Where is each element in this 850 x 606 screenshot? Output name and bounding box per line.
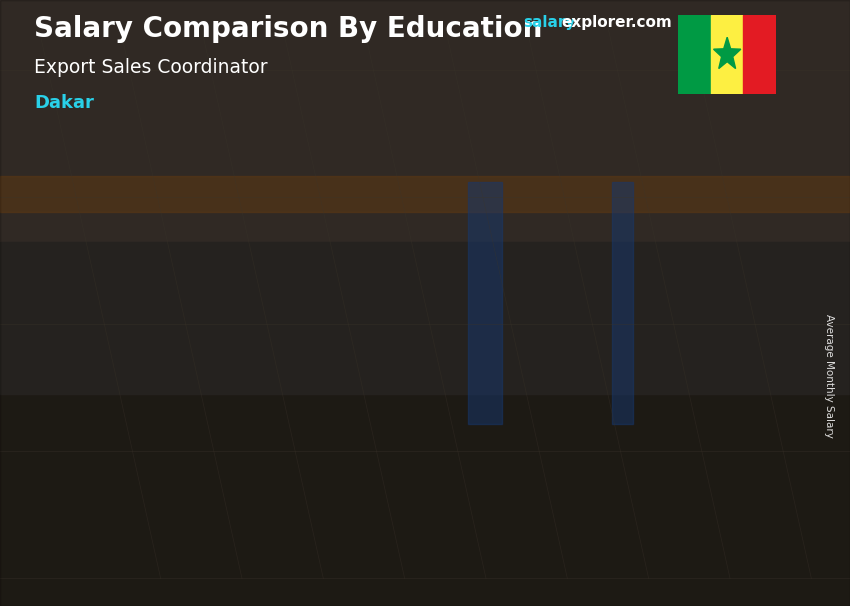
Text: +29%: +29% <box>555 178 636 201</box>
Text: Salary Comparison By Education: Salary Comparison By Education <box>34 15 542 43</box>
Text: salary: salary <box>523 15 575 30</box>
Text: Export Sales Coordinator: Export Sales Coordinator <box>34 58 268 76</box>
Text: +37%: +37% <box>281 247 362 271</box>
Bar <box>678 15 711 94</box>
Polygon shape <box>347 362 462 376</box>
Text: 238,000 XOF: 238,000 XOF <box>133 461 222 475</box>
Polygon shape <box>636 291 735 606</box>
Bar <box>0 242 850 394</box>
Text: Average Monthly Salary: Average Monthly Salary <box>824 314 834 438</box>
Polygon shape <box>347 362 362 606</box>
Polygon shape <box>73 427 88 606</box>
Polygon shape <box>73 427 188 438</box>
Bar <box>744 15 776 94</box>
Bar <box>0 176 850 212</box>
Polygon shape <box>88 427 188 606</box>
Polygon shape <box>620 291 636 606</box>
Text: Dakar: Dakar <box>34 94 94 112</box>
Polygon shape <box>620 291 735 310</box>
Polygon shape <box>362 362 462 606</box>
Text: 325,000 XOF: 325,000 XOF <box>407 396 496 410</box>
Text: 418,000 XOF: 418,000 XOF <box>681 264 769 278</box>
Bar <box>612 182 633 424</box>
Text: explorer.com: explorer.com <box>561 15 672 30</box>
Bar <box>711 15 744 94</box>
Polygon shape <box>713 37 741 68</box>
Bar <box>468 182 502 424</box>
